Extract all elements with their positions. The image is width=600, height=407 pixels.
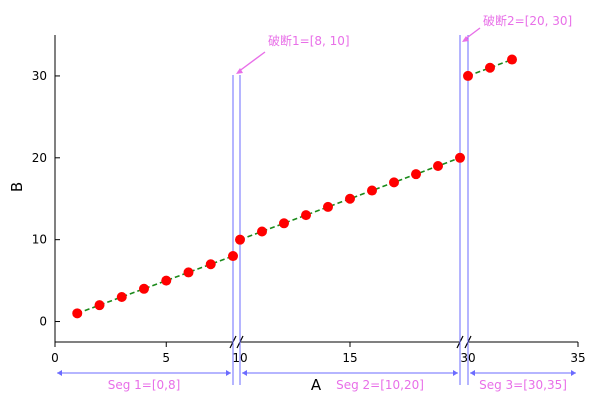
break-1-annotation: 破断1=[8, 10] (268, 33, 350, 48)
data-point-5 (161, 275, 172, 286)
data-point-7 (205, 259, 216, 270)
series-line-segment-2 (239, 157, 461, 241)
segment-arrowhead-right-3 (571, 370, 576, 376)
data-point-31 (485, 62, 495, 73)
segment-indicators: Seg 1=[0,8] Seg 2=[10,20] Seg 3=[30,35] (57, 370, 576, 392)
x-tick-label-5: 5 (162, 351, 170, 365)
data-point-4 (139, 283, 149, 294)
segment-label-1: Seg 1=[0,8] (108, 378, 181, 392)
break-1-pointer (237, 51, 266, 73)
data-point-11 (257, 226, 267, 237)
segment-label-2: Seg 2=[10,20] (336, 378, 424, 392)
data-point-2 (94, 300, 105, 311)
break-1-pointer-head (236, 68, 243, 74)
tick-labels: 0 10 20 30 0 5 10 15 30 35 (32, 69, 586, 365)
data-point-10 (235, 234, 245, 245)
y-axis-title: B (8, 182, 26, 192)
data-point-16 (367, 185, 377, 196)
y-tick-label-30: 30 (32, 69, 47, 83)
break-2-annotation: 破断2=[20, 30] (483, 13, 572, 28)
x-tick-label-15: 15 (342, 351, 357, 365)
segment-arrowhead-right-1 (226, 370, 231, 376)
segment-arrowhead-left-1 (57, 370, 62, 376)
break-2-pointer-head (462, 36, 469, 42)
segment-arrowhead-left-2 (242, 370, 247, 376)
series-layer (72, 54, 517, 319)
data-point-17 (389, 177, 399, 188)
x-tick-label-10: 10 (232, 351, 247, 365)
x-tick-label-30: 30 (460, 351, 475, 365)
x-tick-label-0: 0 (51, 351, 59, 365)
axes (54, 35, 579, 349)
data-point-14 (323, 201, 333, 212)
data-point-32 (507, 54, 517, 65)
data-point-8 (228, 251, 238, 262)
segment-arrowhead-right-2 (453, 370, 458, 376)
data-point-13 (301, 210, 311, 221)
data-point-12 (279, 218, 289, 229)
data-point-18 (411, 169, 421, 180)
y-tick-label-0: 0 (39, 315, 47, 329)
data-point-20 (455, 152, 465, 163)
break-annotations: 破断1=[8, 10] 破断2=[20, 30] (236, 13, 572, 74)
y-tick-label-20: 20 (32, 151, 47, 165)
data-point-30 (463, 70, 473, 81)
data-point-3 (116, 291, 127, 302)
data-point-19 (433, 160, 443, 171)
segment-arrowhead-left-3 (470, 370, 475, 376)
segment-label-3: Seg 3=[30,35] (479, 378, 567, 392)
data-point-15 (345, 193, 355, 204)
x-tick-label-35: 35 (570, 351, 585, 365)
x-axis-title: A (311, 376, 322, 394)
data-point-6 (183, 267, 194, 278)
axis-breaks (232, 35, 469, 385)
y-tick-label-10: 10 (32, 233, 47, 247)
data-point-1 (72, 308, 83, 319)
